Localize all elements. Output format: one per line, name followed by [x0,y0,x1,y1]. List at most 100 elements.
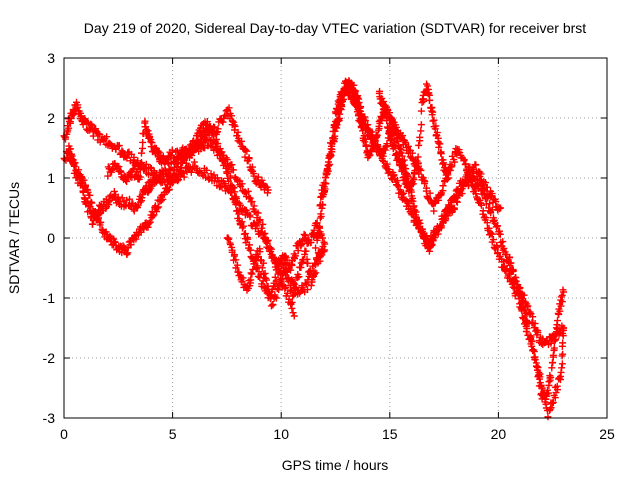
data-point [497,204,505,212]
data-point [238,137,246,145]
data-point [279,271,287,279]
data-point [547,404,555,412]
data-point [350,91,358,99]
series-track-j [506,254,568,421]
data-point [503,265,511,273]
data-point [358,112,366,120]
data-point [446,206,454,214]
data-point [87,120,95,128]
data-point [229,166,237,174]
data-point [443,169,451,177]
data-point [451,158,459,166]
data-point [392,123,400,131]
data-point [153,204,161,212]
data-point [322,179,330,187]
data-point [312,269,320,277]
data-point [366,129,374,137]
data-point [142,160,150,168]
data-point [246,213,254,221]
data-point [550,344,558,352]
data-point [523,325,531,333]
data-point [529,313,537,321]
data-point [320,191,328,199]
data-point [483,183,491,191]
data-point [260,259,268,267]
data-point [414,153,422,161]
data-point [187,168,195,176]
data-point [107,141,115,149]
data-point [558,360,566,368]
data-point [298,240,306,248]
data-point [126,195,134,203]
data-point [282,283,290,291]
y-tick-label: 0 [47,230,55,246]
data-point [231,122,239,130]
data-point [489,236,497,244]
data-point [148,139,156,147]
data-point [149,212,157,220]
data-point [289,309,297,317]
x-tick-label: 20 [491,426,507,442]
data-point [509,267,517,275]
data-point [410,176,418,184]
data-point [290,312,298,320]
series-track-d [104,104,272,197]
data-point [496,230,504,238]
data-point [326,150,334,158]
data-point [436,140,444,148]
x-tick-label: 25 [599,426,615,442]
data-point [281,259,289,267]
data-point [525,320,533,328]
data-point [399,165,407,173]
data-point [67,115,75,123]
data-point [414,220,422,228]
data-point [421,178,429,186]
data-point [455,188,463,196]
data-point [435,196,443,204]
data-point [441,213,449,221]
data-point [471,186,479,194]
data-point [79,121,87,129]
data-point [288,298,296,306]
data-point [472,190,480,198]
data-point [375,124,383,132]
y-axis-label: SDTVAR / TECUs [6,182,22,294]
data-point [529,346,537,354]
data-point [283,268,291,276]
data-point [146,132,154,140]
data-point [105,201,113,209]
data-point [87,198,95,206]
data-point [392,150,400,158]
data-point [302,280,310,288]
data-point [256,216,264,224]
data-point [286,287,294,295]
data-point [494,249,502,257]
data-point [352,97,360,105]
data-point [252,179,260,187]
data-point [485,224,493,232]
data-point [80,176,88,184]
data-point [531,320,539,328]
y-tick-label: 3 [47,50,55,66]
data-point [317,212,325,220]
data-point [415,141,423,149]
data-point [391,143,399,151]
data-point [264,282,272,290]
data-point [187,146,195,154]
data-point [262,276,270,284]
y-tick-label: -3 [43,410,56,426]
data-point [165,185,173,193]
data-point [115,142,123,150]
data-point [310,226,318,234]
data-point [285,295,293,303]
data-point [245,193,253,201]
data-point [207,137,215,145]
data-point [180,173,188,181]
data-point [289,292,297,300]
data-point [216,145,224,153]
data-point [324,161,332,169]
data-point [517,293,525,301]
data-point [164,159,172,167]
data-point [234,128,242,136]
data-point [429,117,437,125]
